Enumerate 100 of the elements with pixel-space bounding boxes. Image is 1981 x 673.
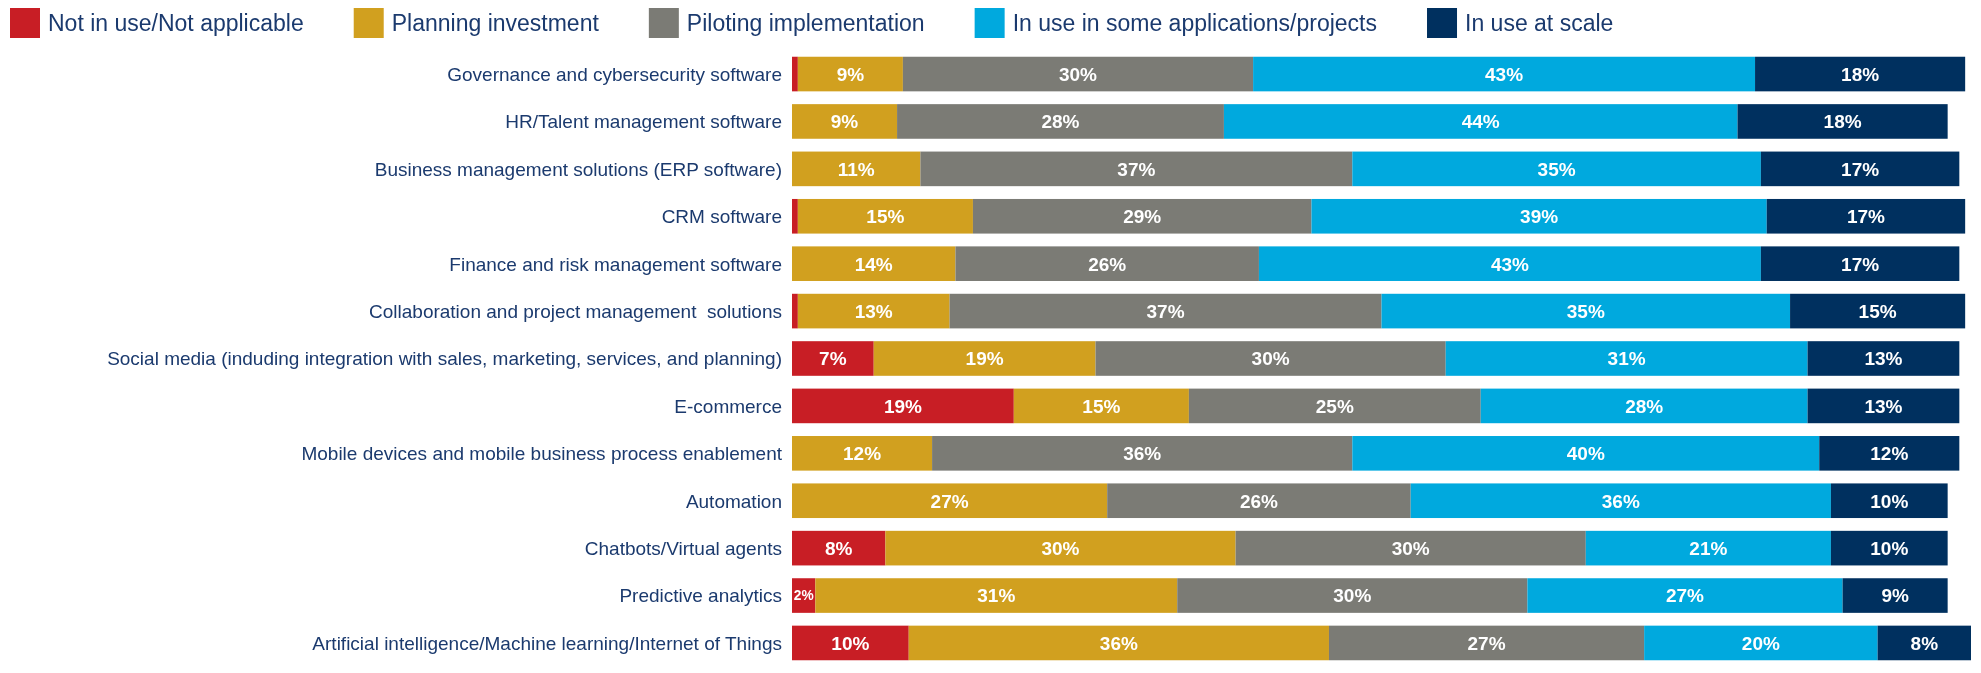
data-label: 15% (1082, 395, 1121, 417)
data-label: 28% (1625, 395, 1664, 417)
bar (1790, 293, 1966, 329)
data-label: 20% (1741, 632, 1780, 654)
data-label: 30% (1041, 537, 1080, 559)
bar (1480, 388, 1808, 424)
data-label: 9% (1881, 585, 1909, 607)
data-label: 35% (1566, 300, 1605, 322)
data-label: 17% (1841, 158, 1880, 180)
data-label: 13% (1864, 348, 1903, 370)
bar (932, 436, 1353, 471)
bar (1644, 625, 1878, 661)
bar (885, 530, 1236, 566)
data-label: 12% (843, 443, 882, 465)
bar (1352, 151, 1761, 187)
bar (797, 198, 973, 234)
data-label: 2% (793, 588, 814, 604)
legend-label: In use at scale (1465, 10, 1614, 37)
data-label: 17% (1846, 206, 1886, 228)
y-tick-label: Chatbots/Virtual agents (584, 537, 782, 559)
data-label: 21% (1689, 537, 1728, 559)
data-label: 36% (1123, 443, 1162, 465)
bar (902, 56, 1254, 92)
bar (792, 483, 1108, 519)
data-label: 29% (1123, 206, 1162, 228)
data-label: 8% (824, 537, 853, 559)
bar (873, 341, 1096, 376)
bar (1253, 56, 1756, 92)
data-label: 19% (883, 395, 923, 417)
data-label: 10% (1870, 490, 1909, 512)
data-label: 18% (1841, 63, 1880, 85)
legend-label: Not in use/Not applicable (48, 10, 304, 37)
bar (797, 56, 903, 92)
data-label: 11% (837, 158, 875, 180)
bar (955, 246, 1259, 281)
data-label: 9% (830, 111, 859, 133)
data-label: 31% (977, 585, 1016, 607)
y-tick-label: Social media (induding integration with sales, marketing, services, and planning) (107, 348, 782, 370)
bar (1830, 530, 1948, 566)
data-label: 30% (1058, 63, 1098, 85)
y-tick-label: Business management solutions (ERP software) (374, 158, 782, 180)
bar (972, 198, 1312, 234)
data-label: 43% (1490, 253, 1530, 275)
bar (792, 293, 798, 329)
y-tick-label: Automation (685, 490, 782, 512)
bar (920, 151, 1353, 187)
data-label: 13% (854, 300, 893, 322)
bar (1410, 483, 1831, 519)
y-tick-label: HR/Talent management software (505, 111, 782, 133)
data-label: 27% (1665, 585, 1705, 607)
y-tick-label: Mobile devices and mobile business process enablement (301, 443, 783, 465)
y-tick-label: CRM software (661, 206, 782, 228)
bar (1095, 341, 1446, 376)
bar (1760, 246, 1960, 281)
data-label: 37% (1117, 158, 1156, 180)
data-label: 30% (1391, 537, 1430, 559)
bar (1177, 578, 1528, 613)
bar (1585, 530, 1831, 566)
data-label: 26% (1088, 253, 1127, 275)
data-label: 10% (1870, 537, 1909, 559)
bar (792, 341, 874, 376)
legend-label: In use in some applications/projects (1012, 10, 1378, 37)
bar (1807, 388, 1960, 424)
data-label: 7% (819, 348, 847, 370)
bar (1760, 151, 1960, 187)
bar (1755, 56, 1966, 92)
data-label: 9% (836, 63, 865, 85)
bar (1328, 625, 1645, 661)
bar (792, 151, 921, 187)
data-label: 26% (1239, 490, 1279, 512)
bar (1830, 483, 1948, 519)
data-label: 13% (1864, 395, 1903, 417)
bar (797, 293, 950, 329)
bar (908, 625, 1329, 661)
bar (1842, 578, 1948, 613)
bar (1807, 341, 1960, 376)
data-label: 15% (1858, 300, 1897, 322)
data-label: 25% (1315, 395, 1354, 417)
bar (897, 104, 1224, 139)
data-label: 40% (1566, 443, 1605, 465)
legend-label: Piloting implementation (686, 10, 925, 37)
data-label: 37% (1146, 300, 1185, 322)
bar (792, 530, 886, 566)
data-label: 8% (1910, 632, 1939, 654)
bar (792, 625, 909, 661)
data-label: 39% (1520, 206, 1559, 228)
bar (1107, 483, 1411, 519)
data-label: 36% (1099, 632, 1138, 654)
data-label: 44% (1461, 111, 1500, 133)
y-tick-label: Collaboration and project management solutions (369, 300, 782, 322)
bar (792, 246, 956, 281)
bar (792, 104, 898, 139)
bar (1258, 246, 1761, 281)
data-label: 14% (854, 253, 893, 275)
data-label: 27% (1467, 632, 1506, 654)
bar (1766, 198, 1966, 234)
data-label: 19% (965, 348, 1004, 370)
bar (1311, 198, 1767, 234)
bar (1445, 341, 1808, 376)
bar (1877, 625, 1971, 661)
